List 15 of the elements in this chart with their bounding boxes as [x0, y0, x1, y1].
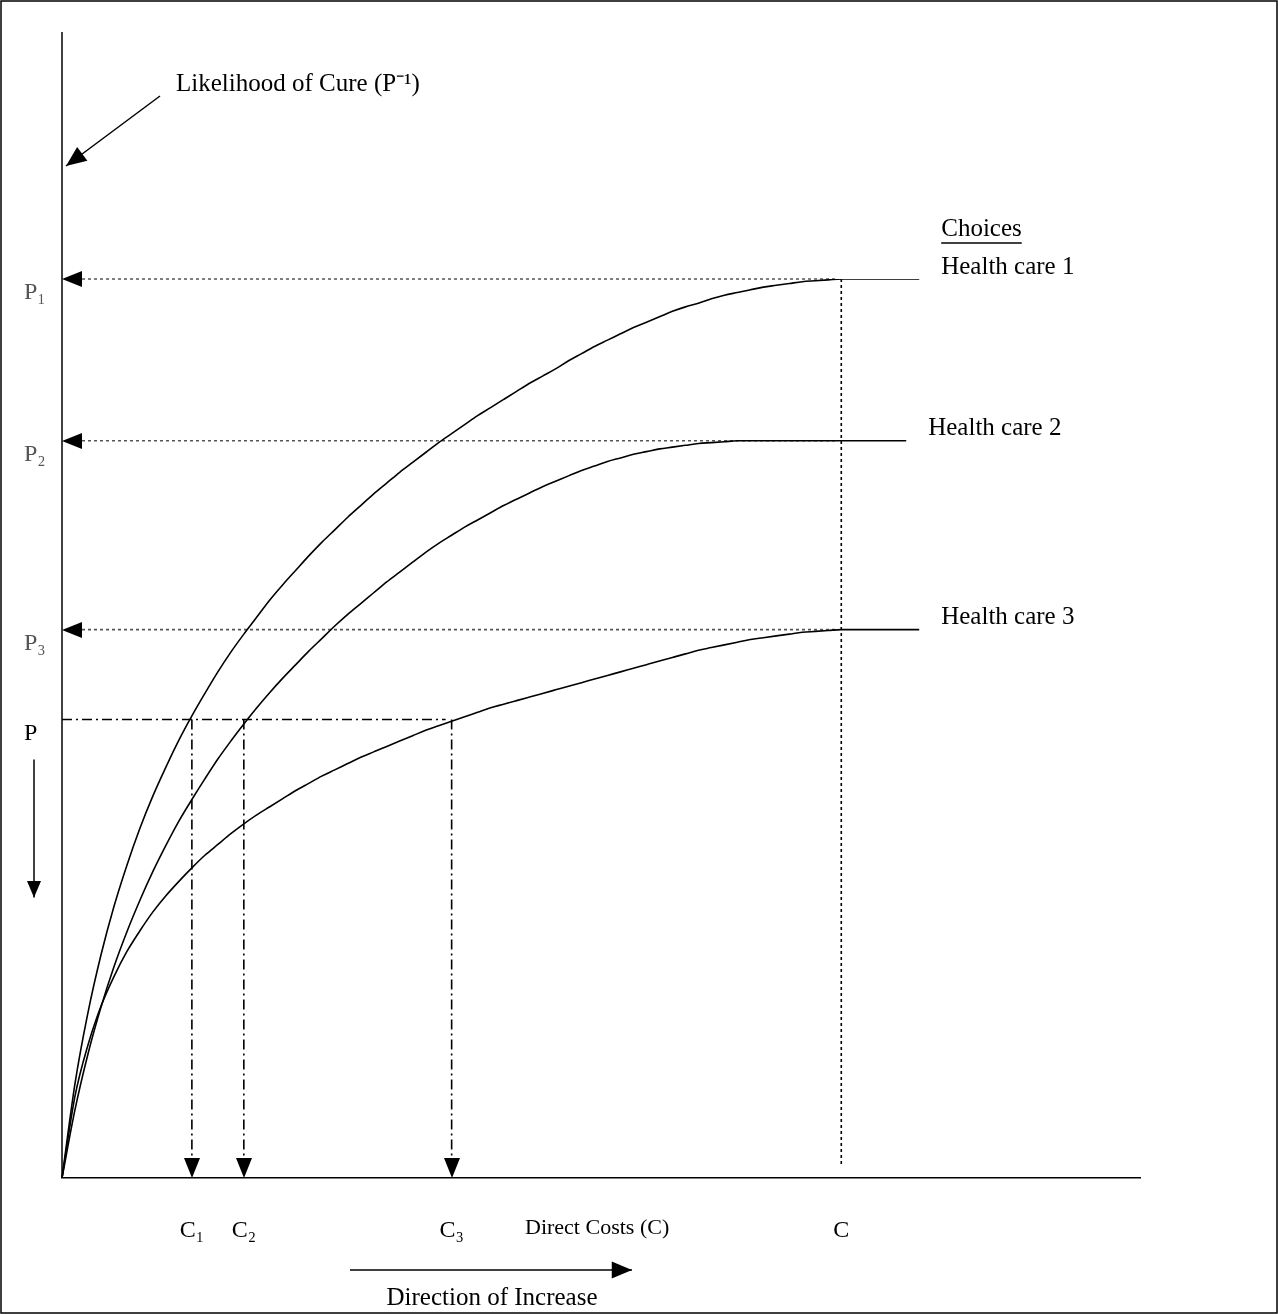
ref-line-label: P₂: [24, 440, 46, 467]
ref-line-label: P: [24, 718, 38, 745]
x-tick-label: C₃: [439, 1215, 464, 1242]
series-label: Health care 2: [928, 413, 1062, 441]
legend-title: Choices: [941, 213, 1022, 241]
x-axis-title: Direct Costs (C): [525, 1213, 670, 1239]
series-label: Health care 1: [941, 251, 1075, 279]
x-tick-label: C₂: [231, 1215, 257, 1242]
text: Direction of Increase: [386, 1282, 598, 1310]
x-tick-label: C: [833, 1215, 850, 1242]
ref-line-label: P₃: [24, 628, 46, 655]
text: Likelihood of Cure (P⁻¹): [176, 68, 420, 97]
series-label: Health care 3: [941, 602, 1075, 630]
ref-line-label: P₁: [24, 278, 46, 305]
x-tick-label: C₁: [179, 1215, 205, 1242]
